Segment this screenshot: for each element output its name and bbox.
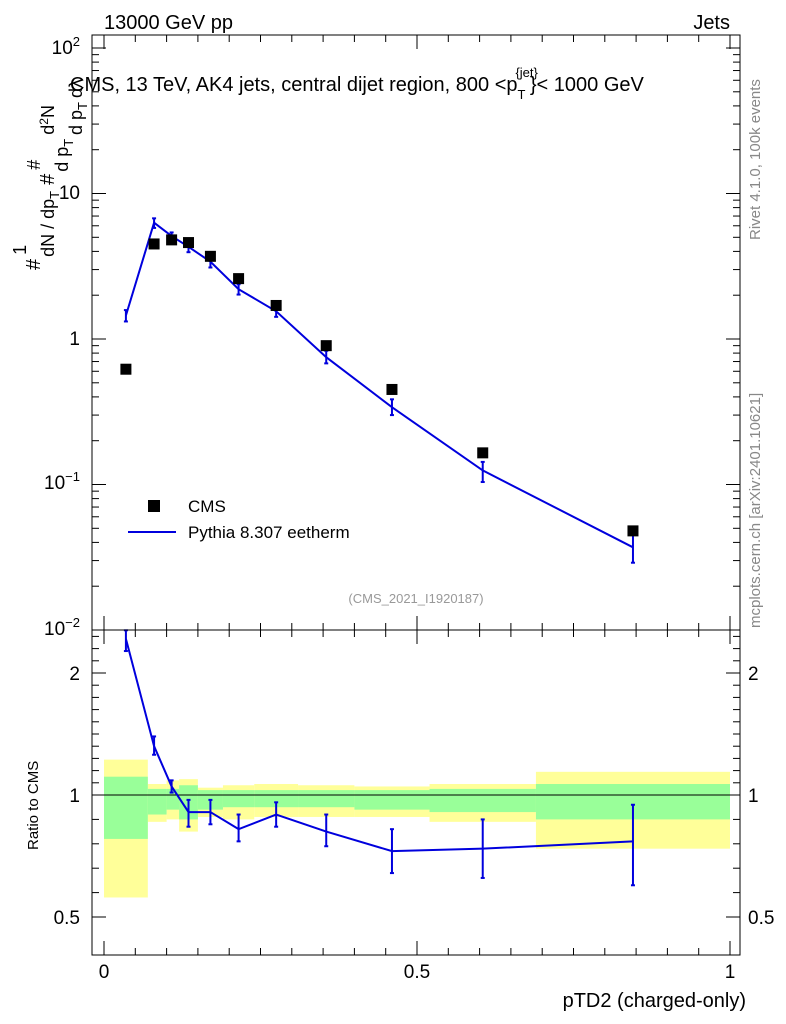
legend: CMS Pythia 8.307 eetherm [128,497,350,542]
ratio-band-inner [254,790,299,808]
legend-cms-label: CMS [188,497,226,516]
ratio-band-inner [222,790,255,808]
ratio-frame [91,629,741,956]
main-panel: 102 10 1 10−1 10−2 #1 dN / dpT## d pTd2N d … [10,34,741,640]
cms-data-point [270,299,282,311]
analysis-id-label: (CMS_2021_I1920187) [348,591,483,606]
ratio-band-inner [354,790,430,810]
source-label: mcplots.cern.ch [arXiv:2401.10621] [747,393,764,628]
ratio-x-tick-labels: 0 0.5 1 [99,962,736,983]
ratio-band-inner [147,788,167,815]
ratio-axis-ticks [92,630,740,955]
ratio-ytick-label-right: 2 [748,664,759,685]
cms-data-point [120,363,132,375]
cms-data-point [320,340,332,352]
ytick-label-100: 102 [52,34,80,59]
ratio-ytick-label-left: 2 [69,664,80,685]
ytick-label-0.1: 10−1 [44,469,80,494]
ratio-y-tick-labels: 0.5 0.5 1 1 2 2 [54,664,775,929]
cms-data-point [166,234,178,246]
ytick-label-0.01: 10−2 [44,615,80,640]
cms-data-point [627,525,639,537]
legend-cms-marker [148,500,160,512]
main-axis-ticks [92,35,740,631]
ytick-label-1: 1 [69,329,80,350]
cms-data-point [204,250,216,262]
x-axis-title: pTD2 (charged-only) [563,990,746,1012]
ratio-ytick-label-left: 1 [69,786,80,807]
header-process-label: Jets [693,12,730,34]
ratio-uncertainty-bands [104,759,730,898]
ratio-xtick-label: 0.5 [404,962,430,983]
ratio-ytick-label-right: 1 [748,786,759,807]
cms-data-point [386,383,398,395]
ratio-xtick-label: 0 [99,962,110,983]
main-y-axis-title: #1 dN / dpT## d pTd2N d pTdλ [10,79,90,270]
cms-data-point [477,447,489,459]
ratio-xtick-label: 1 [725,962,736,983]
rivet-version-label: Rivet 4.1.0, 100k events [747,79,764,240]
cms-data-point [183,237,195,249]
ratio-y-axis-title: Ratio to CMS [25,761,42,850]
cms-data-point [148,238,160,250]
ratio-band-inner [104,776,148,839]
ratio-ytick-label-right: 0.5 [748,908,774,929]
legend-pythia-label: Pythia 8.307 eetherm [188,523,350,542]
ratio-band-inner [298,790,355,808]
cms-series [120,234,639,537]
main-y-tick-labels: 102 10 1 10−1 10−2 [44,34,80,640]
ratio-series [123,629,635,887]
ratio-band-inner [429,788,536,813]
ytick-label-10: 10 [59,183,80,204]
ratio-panel: 0.5 0.51 12 2 0 0.5 1 Ratio to CMS pTD2 (char… [25,629,775,1012]
ratio-ytick-label-left: 0.5 [54,908,80,929]
chart-title: CMS, 13 TeV, AK4 jets, central dijet reg… [70,65,645,102]
cms-data-point [233,273,245,285]
header-energy-label: 13000 GeV pp [104,12,233,34]
